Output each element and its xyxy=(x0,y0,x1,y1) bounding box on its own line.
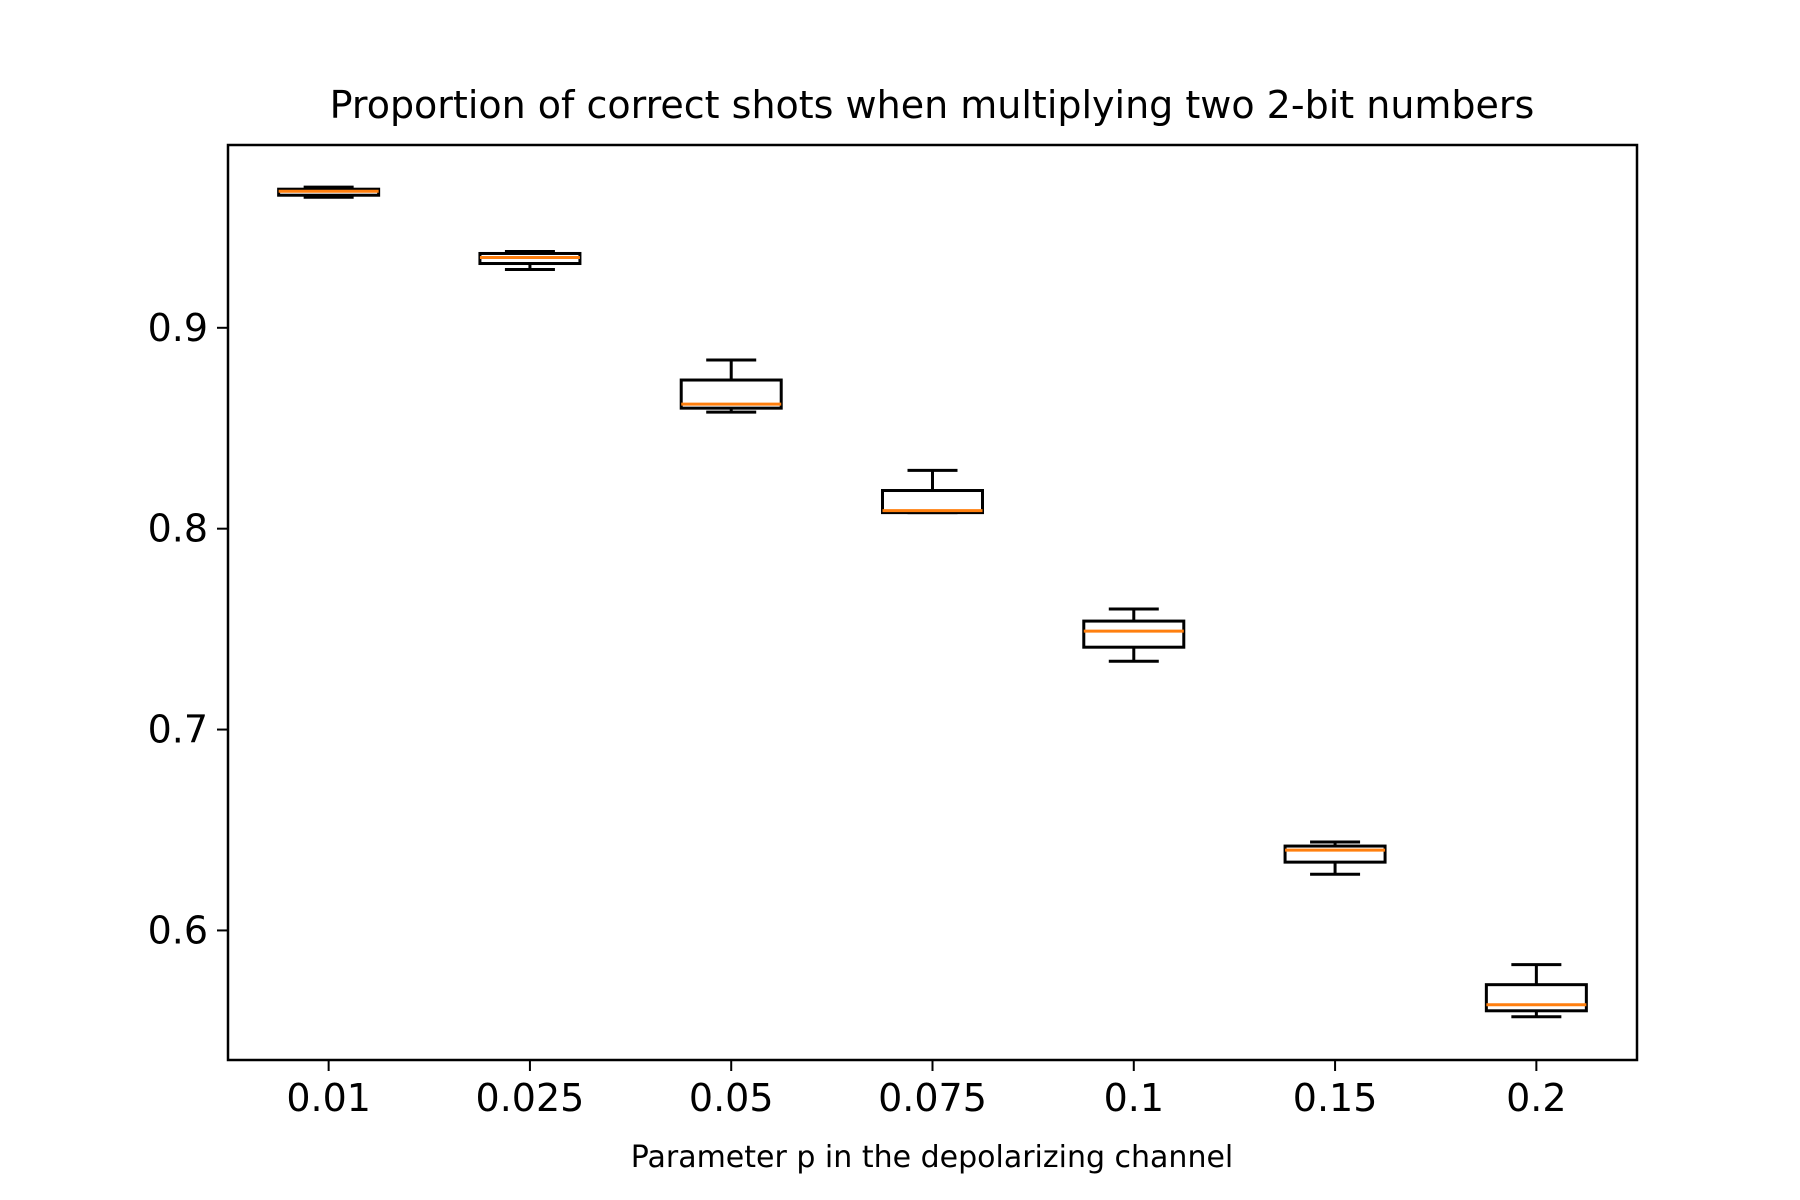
x-tick-label: 0.1 xyxy=(1104,1076,1164,1120)
x-tick-label: 0.025 xyxy=(476,1076,585,1120)
y-tick-label: 0.9 xyxy=(148,306,208,350)
box-iqr xyxy=(679,378,783,410)
x-tick-label: 0.075 xyxy=(878,1076,987,1120)
plot-area: 0.01 0.025 0.05 0.075 0.1 0.15 0.2 0.6 0.7 0.8 0.9 xyxy=(148,143,1639,1120)
chart-title: Proportion of correct shots when multipl… xyxy=(330,83,1535,127)
x-axis-label: Parameter p in the depolarizing channel xyxy=(631,1140,1234,1175)
y-tick-label: 0.8 xyxy=(148,507,208,551)
box-iqr xyxy=(1082,619,1186,649)
y-tick-label: 0.6 xyxy=(148,908,208,952)
x-tick-label: 0.05 xyxy=(689,1076,774,1120)
x-tick-label: 0.2 xyxy=(1506,1076,1566,1120)
x-tick-label: 0.15 xyxy=(1293,1076,1378,1120)
x-tick-label: 0.01 xyxy=(286,1076,371,1120)
box-iqr xyxy=(1484,983,1588,1013)
box-iqr xyxy=(1283,844,1387,864)
y-tick-label: 0.7 xyxy=(148,708,208,752)
box-iqr xyxy=(881,489,984,515)
axes-frame xyxy=(226,143,1639,1062)
